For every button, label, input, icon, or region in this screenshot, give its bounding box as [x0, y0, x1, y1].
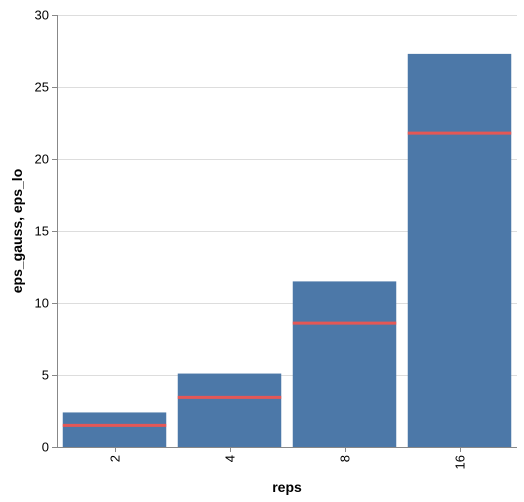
- y-axis-ticks: 0 5 10 15 20 25 30: [35, 8, 57, 455]
- y-axis-title: eps_gauss, eps_lo: [9, 169, 25, 294]
- bars: [62, 53, 512, 447]
- x-axis-ticks: 2 4 8 16: [108, 447, 468, 469]
- y-tick-label-30: 30: [35, 8, 49, 23]
- x-tick-label-2: 2: [108, 455, 123, 462]
- y-tick-label-0: 0: [42, 440, 49, 455]
- y-tick-label-20: 20: [35, 152, 49, 167]
- axes: [57, 15, 517, 448]
- x-tick-label-16: 16: [453, 455, 468, 469]
- bar-2: [62, 412, 167, 447]
- red-ticks: [62, 131, 512, 427]
- bar-8: [292, 281, 397, 447]
- x-axis-title: reps: [272, 479, 302, 495]
- y-tick-label-25: 25: [35, 80, 49, 95]
- y-tick-label-15: 15: [35, 224, 49, 239]
- x-tick-label-8: 8: [338, 455, 353, 462]
- x-tick-label-4: 4: [223, 455, 238, 462]
- y-tick-label-5: 5: [42, 368, 49, 383]
- bar-16: [407, 53, 512, 447]
- bar-4: [177, 373, 282, 447]
- gridlines: [57, 15, 517, 448]
- y-tick-label-10: 10: [35, 296, 49, 311]
